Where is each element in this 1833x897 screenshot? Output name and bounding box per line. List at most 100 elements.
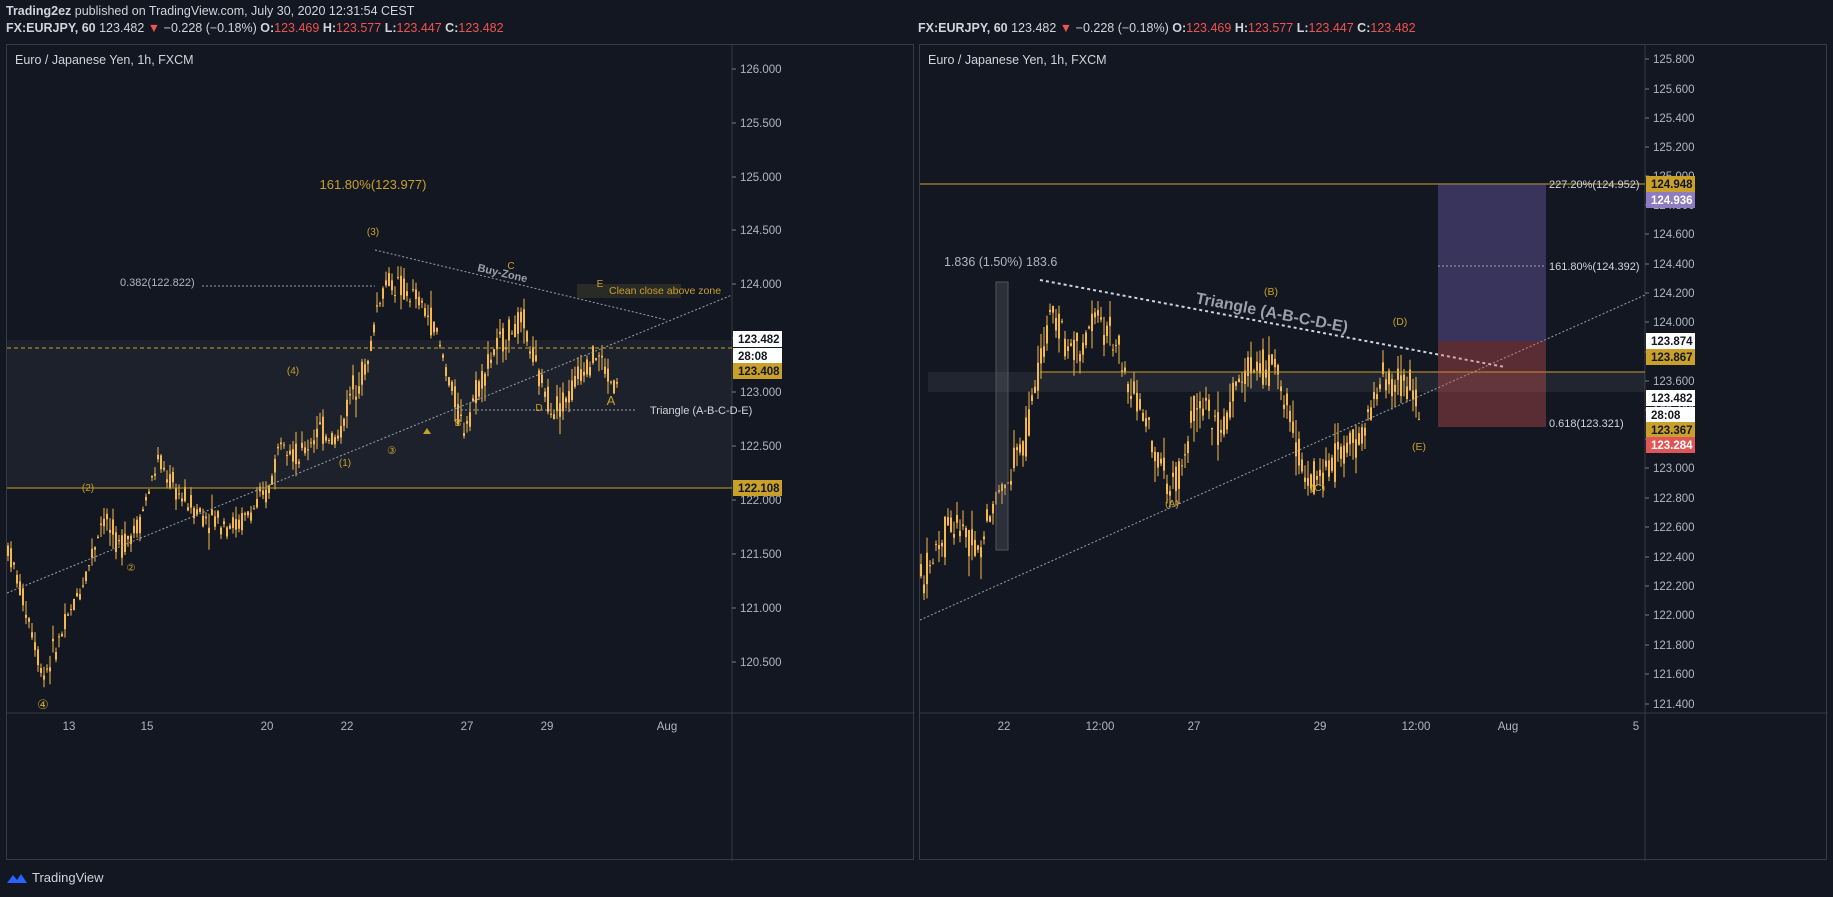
candle — [1046, 315, 1048, 351]
trendline-upper — [1039, 279, 1506, 368]
candle-body — [178, 493, 180, 495]
candle — [358, 372, 360, 399]
candle — [232, 512, 234, 534]
open-value: 123.469 — [1186, 21, 1232, 35]
publication-line: Trading2ez published on TradingView.com,… — [6, 4, 414, 18]
y-tick-label: 124.400 — [1653, 259, 1695, 271]
annotation-label: (C) — [1311, 482, 1326, 494]
candle — [91, 538, 93, 566]
candle — [1277, 363, 1279, 390]
candle — [586, 355, 588, 378]
y-tick-label: 125.000 — [740, 172, 782, 184]
candle — [229, 523, 231, 530]
candle-body — [562, 392, 564, 412]
candle-body — [388, 273, 390, 286]
candle — [538, 368, 540, 395]
candle-body — [34, 642, 36, 651]
candle — [1115, 339, 1117, 353]
candle-body — [100, 523, 102, 526]
publisher-name[interactable]: Trading2ez — [6, 4, 72, 18]
candle-body — [112, 519, 114, 535]
candle-body — [1091, 313, 1093, 332]
candle — [1058, 305, 1060, 353]
candle-body — [268, 485, 270, 494]
x-tick-label: 15 — [141, 721, 154, 733]
candle — [1196, 393, 1198, 433]
candle-body — [1277, 365, 1279, 375]
candle-body — [250, 512, 252, 521]
candle — [346, 389, 348, 429]
candle — [1112, 343, 1114, 357]
candle — [1166, 474, 1168, 504]
candle — [205, 512, 207, 525]
symbol-name[interactable]: FX:EURJPY, 60 — [918, 21, 1008, 35]
candle — [926, 537, 928, 599]
chart-panel-right[interactable]: 125.800125.600125.400125.200125.000124.8… — [919, 44, 1828, 861]
candle — [163, 460, 165, 472]
chart-panel-left[interactable]: 126.000125.500125.000124.500124.000123.5… — [6, 44, 915, 861]
symbol-name[interactable]: FX:EURJPY, 60 — [6, 21, 96, 35]
price-label-box — [733, 363, 782, 379]
candle-body — [935, 543, 937, 545]
candle-body — [1052, 305, 1054, 313]
candle-body — [481, 371, 483, 389]
tradingview-logo[interactable]: TradingView — [6, 870, 104, 885]
right-chart-svg[interactable]: 125.800125.600125.400125.200125.000124.8… — [920, 45, 1828, 861]
candle-body — [424, 307, 426, 316]
candle — [616, 378, 618, 388]
candle-body — [346, 399, 348, 417]
candle-body — [1418, 419, 1420, 421]
candle — [1175, 461, 1177, 506]
candle-body — [1034, 386, 1036, 393]
brand-name: TradingView — [32, 870, 104, 885]
candle — [100, 516, 102, 538]
candle-body — [1253, 370, 1255, 372]
price-label: 123.408 — [738, 366, 780, 378]
candle-body — [1256, 361, 1258, 371]
candle — [433, 321, 435, 336]
candle — [1187, 435, 1189, 464]
candle-body — [379, 303, 381, 305]
candle — [1349, 430, 1351, 456]
candle-body — [1046, 325, 1048, 344]
candle — [1022, 440, 1024, 467]
candle-body — [244, 513, 246, 515]
candle-body — [49, 667, 51, 672]
candle — [580, 354, 582, 385]
candle — [73, 598, 75, 611]
candle-body — [241, 513, 243, 531]
candle-body — [1022, 441, 1024, 456]
candle — [49, 655, 51, 685]
candle — [28, 616, 30, 629]
candle — [376, 292, 378, 313]
candle — [986, 503, 988, 523]
candle-body — [22, 588, 24, 606]
candle-body — [1325, 460, 1327, 467]
candle-body — [1187, 441, 1189, 454]
candle — [1268, 336, 1270, 391]
candle — [607, 358, 609, 394]
candle — [208, 513, 210, 550]
candle-body — [538, 370, 540, 387]
candle — [142, 506, 144, 512]
candle-body — [1280, 386, 1282, 392]
candle — [187, 503, 189, 512]
annotation-label: (B) — [1264, 286, 1278, 298]
candle — [502, 322, 504, 363]
candle — [355, 385, 357, 418]
candle — [1142, 409, 1144, 422]
candle-body — [616, 382, 618, 384]
candle-body — [1370, 407, 1372, 420]
candle-body — [433, 321, 435, 333]
candle — [1310, 473, 1312, 494]
candle — [124, 521, 126, 556]
left-chart-svg[interactable]: 126.000125.500125.000124.500124.000123.5… — [7, 45, 915, 861]
y-tick-label: 122.500 — [740, 441, 782, 453]
candle-body — [478, 381, 480, 397]
candle-body — [1184, 454, 1186, 456]
candle-body — [406, 291, 408, 296]
candle-body — [373, 324, 375, 333]
candle-body — [301, 442, 303, 448]
candle — [406, 282, 408, 302]
close-label: C: — [445, 21, 459, 35]
